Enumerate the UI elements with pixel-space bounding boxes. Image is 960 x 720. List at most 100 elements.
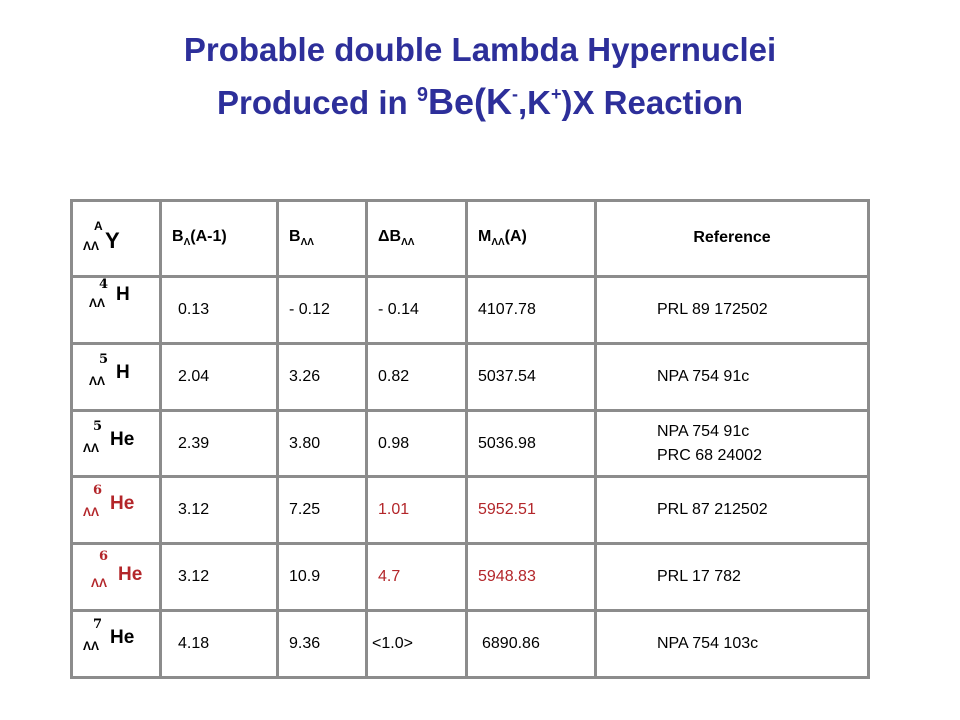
table-row: 4 ΛΛ H 0.13 - 0.12 - 0.14 4107.78 PRL 89… (70, 274, 870, 345)
cell-b-lambda-lambda: 3.26 (276, 341, 368, 412)
cell-nucleus: 6 ΛΛ He (70, 475, 162, 546)
cell-delta-b: 4.7 (365, 542, 468, 613)
cell-b-lambda-lambda: - 0.12 (276, 274, 368, 345)
cell-mass: 5036.98 (465, 408, 597, 479)
cell-nucleus: 4 ΛΛ H (70, 274, 162, 345)
cell-reference: NPA 754 103c (594, 609, 870, 679)
nucleus-lambda: ΛΛ (83, 239, 100, 254)
table-row: 6 ΛΛ He 3.12 10.9 4.7 5948.83 PRL 17 782 (70, 542, 870, 613)
cell-b-lambda-lambda: 10.9 (276, 542, 368, 613)
title-plus: + (550, 84, 562, 104)
header-sub: ΛΛ (300, 237, 314, 249)
nucleus-symbol: 5 ΛΛ He (73, 413, 159, 475)
cell-reference: NPA 754 91c PRC 68 24002 (594, 408, 870, 479)
cell-delta-b: 1.01 (365, 475, 468, 546)
nucleus-symbol: 4 ΛΛ H (73, 276, 159, 341)
title-line-2-pre: Produced in (216, 84, 417, 121)
cell-b-lambda-lambda: 9.36 (276, 609, 368, 679)
header-b-lambda-lambda: BΛΛ (276, 199, 368, 278)
cell-b-lambda-lambda: 7.25 (276, 475, 368, 546)
table-row: 7 ΛΛ He 4.18 9.36 <1.0> 6890.86 NPA 754 … (70, 609, 870, 679)
nucleus-symbol: A ΛΛ Y (73, 207, 159, 269)
header-sub: Λ (183, 237, 191, 249)
reference-line: PRL 89 172502 (657, 300, 768, 318)
header-text: M (478, 228, 492, 246)
header-text: B (289, 228, 301, 246)
title-minus: - (511, 84, 518, 104)
header-sub: ΛΛ (401, 237, 415, 249)
cell-delta-b: 0.82 (365, 341, 468, 412)
nucleus-lambda: ΛΛ (91, 576, 108, 591)
nucleus-mass: 6 (99, 549, 109, 565)
nucleus-element: He (110, 493, 135, 515)
title-mass-number: 9 (416, 84, 428, 106)
cell-b-lambda: 2.39 (159, 408, 279, 479)
nucleus-lambda: ΛΛ (83, 440, 100, 455)
title-line-2: Produced in 9Be(K-,K+)X Reaction (0, 72, 960, 125)
table-row: 5 ΛΛ He 2.39 3.80 0.98 5036.98 NPA 754 9… (70, 408, 870, 479)
cell-mass: 5037.54 (465, 341, 597, 412)
slide-title: Probable double Lambda Hypernuclei Produ… (0, 28, 960, 125)
reference-line: NPA 754 91c (657, 422, 750, 440)
header-nucleus: A ΛΛ Y (70, 199, 162, 278)
cell-reference: PRL 89 172502 (594, 274, 870, 345)
header-text: ΔB (378, 228, 402, 246)
cell-delta-b: <1.0> (365, 609, 468, 679)
nucleus-lambda: ΛΛ (89, 373, 106, 388)
nucleus-mass: A (94, 219, 103, 234)
cell-nucleus: 5 ΛΛ He (70, 408, 162, 479)
cell-b-lambda: 3.12 (159, 542, 279, 613)
nucleus-symbol: 5 ΛΛ H (73, 346, 159, 408)
cell-b-lambda: 3.12 (159, 475, 279, 546)
nucleus-lambda: ΛΛ (89, 295, 106, 310)
title-post: )X Reaction (561, 84, 744, 121)
title-be: Be(K (427, 81, 512, 122)
nucleus-mass: 5 (93, 418, 103, 434)
table-header-row: A ΛΛ Y BΛ(A-1) BΛΛ ΔBΛΛ MΛΛ(A) Reference (70, 199, 870, 278)
nucleus-lambda: ΛΛ (83, 639, 100, 654)
table-row: 5 ΛΛ H 2.04 3.26 0.82 5037.54 NPA 754 91… (70, 341, 870, 412)
reference-line: PRC 68 24002 (657, 446, 762, 464)
cell-reference: PRL 87 212502 (594, 475, 870, 546)
nucleus-mass: 4 (99, 276, 109, 292)
header-b-lambda: BΛ(A-1) (159, 199, 279, 278)
reference-line: NPA 754 103c (657, 635, 759, 653)
reference-line: PRL 87 212502 (657, 501, 768, 519)
title-mid: ,K (517, 84, 551, 121)
reference-line: PRL 17 782 (657, 568, 741, 586)
nucleus-mass: 6 (93, 483, 103, 499)
nucleus-element: He (110, 627, 135, 649)
title-line-1: Probable double Lambda Hypernuclei (183, 31, 777, 68)
cell-nucleus: 5 ΛΛ H (70, 341, 162, 412)
cell-mass: 5948.83 (465, 542, 597, 613)
header-text: (A-1) (190, 228, 227, 246)
nucleus-symbol: 7 ΛΛ He (73, 613, 159, 675)
cell-mass: 5952.51 (465, 475, 597, 546)
header-text: (A) (504, 228, 527, 246)
header-mass: MΛΛ(A) (465, 199, 597, 278)
header-reference: Reference (594, 199, 870, 278)
nucleus-element: He (110, 428, 135, 450)
cell-b-lambda-lambda: 3.80 (276, 408, 368, 479)
nucleus-element: H (116, 283, 130, 305)
nucleus-symbol: 6 ΛΛ He (73, 479, 159, 541)
cell-b-lambda: 2.04 (159, 341, 279, 412)
nucleus-symbol: 6 ΛΛ He (73, 546, 159, 608)
header-sub: ΛΛ (491, 237, 505, 249)
cell-reference: PRL 17 782 (594, 542, 870, 613)
cell-b-lambda: 4.18 (159, 609, 279, 679)
hypernuclei-table: A ΛΛ Y BΛ(A-1) BΛΛ ΔBΛΛ MΛΛ(A) Reference… (70, 199, 870, 679)
header-text: B (172, 228, 184, 246)
table-row: 6 ΛΛ He 3.12 7.25 1.01 5952.51 PRL 87 21… (70, 475, 870, 546)
nucleus-element: He (118, 564, 143, 586)
nucleus-mass: 7 (93, 617, 103, 633)
cell-delta-b: - 0.14 (365, 274, 468, 345)
nucleus-mass: 5 (99, 351, 109, 367)
reference-line: NPA 754 91c (657, 367, 750, 385)
cell-nucleus: 7 ΛΛ He (70, 609, 162, 679)
nucleus-element: Y (105, 228, 120, 254)
nucleus-element: H (116, 361, 130, 383)
cell-delta-b: 0.98 (365, 408, 468, 479)
cell-reference: NPA 754 91c (594, 341, 870, 412)
nucleus-lambda: ΛΛ (83, 505, 100, 520)
